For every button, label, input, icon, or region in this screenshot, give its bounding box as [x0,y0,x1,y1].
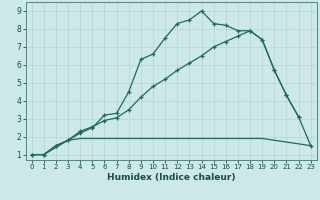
X-axis label: Humidex (Indice chaleur): Humidex (Indice chaleur) [107,173,236,182]
